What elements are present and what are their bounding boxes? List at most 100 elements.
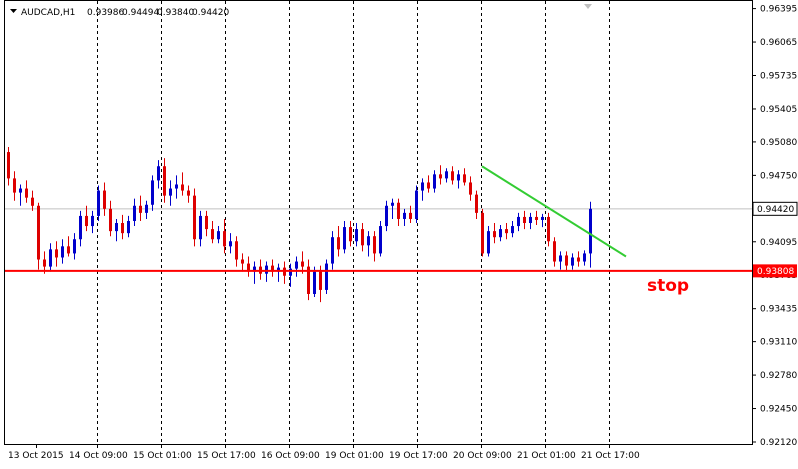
candle-body — [7, 152, 10, 179]
candle — [235, 236, 238, 267]
candle-body — [19, 188, 22, 193]
y-tick-label: 0.94095 — [760, 238, 797, 248]
candle-body — [331, 237, 334, 264]
candle-body — [307, 266, 310, 294]
candle-body — [391, 202, 394, 206]
candle — [289, 263, 292, 287]
candle — [49, 243, 52, 272]
candle-body — [451, 171, 454, 181]
candle-body — [325, 263, 328, 290]
current-price-badge: 0.94420 — [752, 201, 798, 216]
candle — [97, 185, 100, 221]
candle-body — [589, 208, 592, 254]
candle-body — [529, 216, 532, 224]
x-tick-label: 13 Oct 2015 — [8, 451, 64, 461]
candle-body — [85, 215, 88, 227]
candle — [211, 220, 214, 244]
candle-body — [469, 182, 472, 195]
candle — [421, 178, 424, 201]
chevron-down-icon[interactable] — [10, 9, 17, 13]
candle — [553, 237, 556, 267]
candle-body — [427, 182, 430, 189]
candle-body — [553, 241, 556, 262]
candle-body — [67, 246, 70, 254]
candle-body — [133, 205, 136, 221]
candle — [511, 220, 514, 238]
candle — [367, 231, 370, 257]
time-axis: 13 Oct 2015 14 Oct 09:00 15 Oct 01:00 15 Oc… — [8, 444, 640, 461]
candle-body — [583, 253, 586, 262]
candle — [433, 170, 436, 193]
candle — [451, 166, 454, 185]
candle-body — [163, 166, 166, 196]
candle-body — [319, 271, 322, 290]
candle-body — [385, 205, 388, 227]
candle-body — [547, 216, 550, 242]
candle-body — [271, 265, 274, 272]
candle-body — [295, 261, 298, 269]
candle — [67, 236, 70, 257]
candle — [223, 218, 226, 254]
candle-body — [157, 166, 160, 181]
chart-shift-marker-icon[interactable] — [584, 4, 592, 9]
candle-body — [445, 171, 448, 179]
y-tick-label: 0.95080 — [760, 138, 797, 148]
candle — [439, 165, 442, 185]
candle — [241, 253, 244, 272]
candle — [157, 160, 160, 189]
candle — [217, 226, 220, 244]
candle-body — [421, 182, 424, 191]
candle — [61, 239, 64, 264]
candle-body — [313, 271, 316, 294]
candle — [385, 200, 388, 232]
candle — [331, 231, 334, 270]
candle — [379, 220, 382, 257]
stop-price-badge: 0.93808 — [753, 264, 797, 278]
candle-body — [343, 227, 346, 250]
candle — [79, 210, 82, 247]
candle-body — [115, 223, 118, 232]
candle — [493, 223, 496, 244]
candle-body — [97, 190, 100, 216]
candle — [529, 212, 532, 230]
candle — [457, 170, 460, 189]
candle — [565, 251, 568, 272]
candle — [247, 256, 250, 277]
x-tick-label: 19 Oct 17:00 — [389, 451, 448, 461]
candle-body — [397, 202, 400, 219]
candle — [523, 210, 526, 230]
trend-line[interactable] — [481, 165, 627, 258]
candle-body — [61, 246, 64, 258]
symbol-name: AUDCAD,H1 — [21, 8, 75, 18]
candle — [199, 210, 202, 247]
candle — [355, 223, 358, 247]
y-tick-label: 0.94750 — [760, 171, 797, 181]
candle-body — [139, 205, 142, 213]
candle — [181, 172, 184, 196]
candle-body — [151, 180, 154, 205]
candle — [499, 225, 502, 242]
candle-body — [463, 174, 466, 183]
candle — [391, 198, 394, 219]
candle-body — [91, 215, 94, 227]
candle-body — [79, 215, 82, 240]
candle-body — [373, 236, 376, 254]
candle-body — [565, 255, 568, 266]
candle-body — [535, 216, 538, 220]
y-tick-label: 0.93435 — [760, 305, 797, 315]
candle-body — [289, 268, 292, 276]
candle-body — [475, 194, 478, 213]
candle — [325, 259, 328, 294]
candle — [463, 168, 466, 186]
candle — [229, 233, 232, 254]
candle-body — [25, 188, 28, 198]
y-tick-label: 0.96395 — [760, 5, 797, 15]
ohlc-close: 0.94420 — [192, 8, 229, 18]
candle — [397, 198, 400, 227]
candle-body — [493, 231, 496, 238]
candle-body — [415, 190, 418, 219]
candle — [271, 259, 274, 277]
y-tick-label: 0.95735 — [760, 72, 797, 82]
